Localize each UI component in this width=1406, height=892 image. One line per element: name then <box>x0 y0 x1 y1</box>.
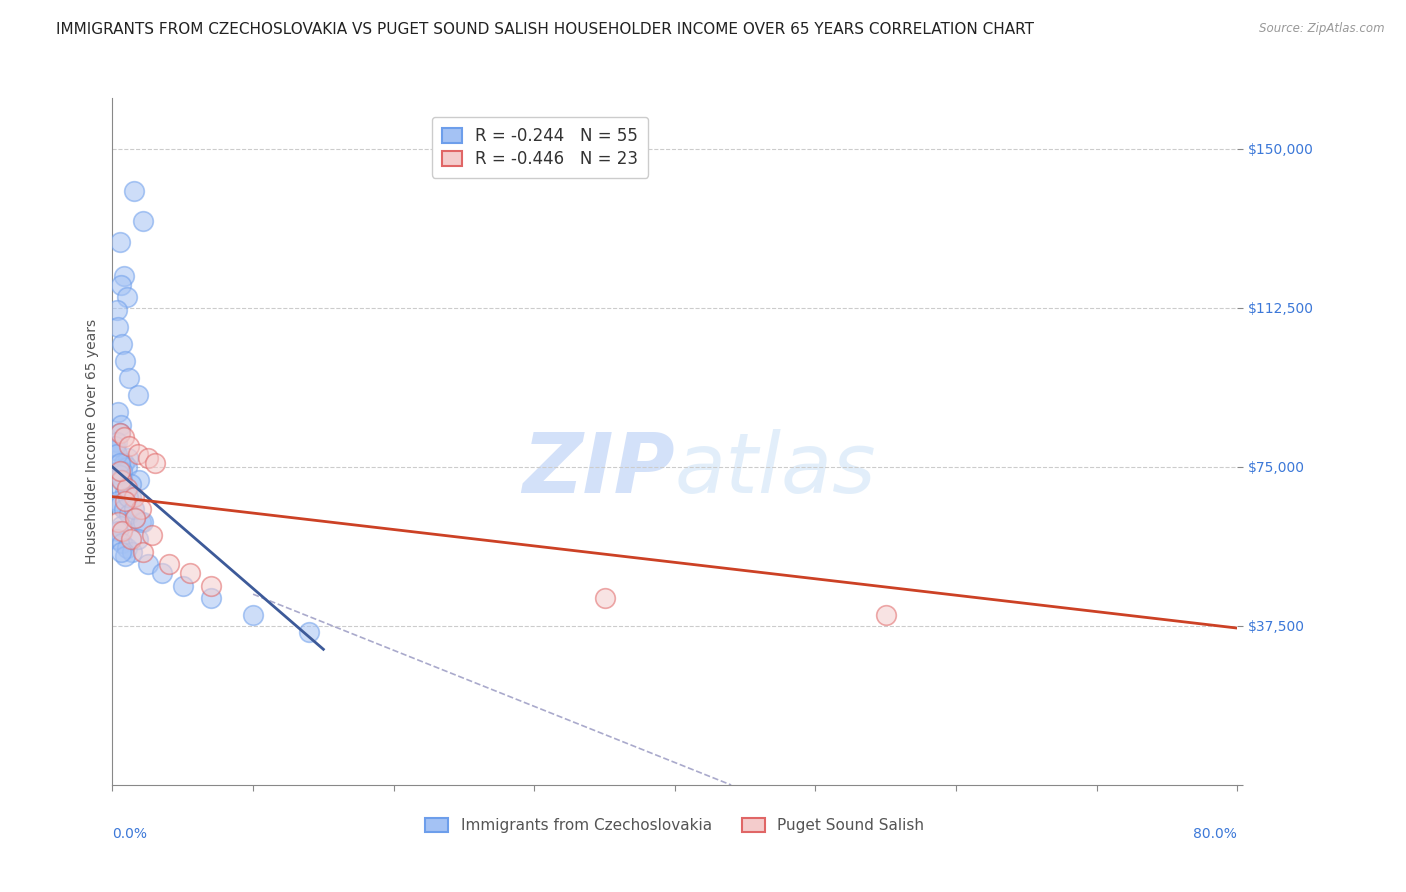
Point <box>179 566 201 580</box>
Point <box>157 558 180 572</box>
Point <box>200 579 222 593</box>
Point <box>108 235 131 250</box>
Point <box>111 337 134 351</box>
Point <box>111 524 134 538</box>
Point <box>127 447 149 461</box>
Point <box>115 481 138 495</box>
Point <box>105 303 128 318</box>
Point <box>111 464 134 478</box>
Point <box>124 511 146 525</box>
Point <box>172 579 194 593</box>
Point <box>114 494 136 508</box>
Point <box>112 269 135 284</box>
Point <box>107 515 129 529</box>
Point <box>127 388 149 402</box>
Point <box>120 532 142 546</box>
Point <box>112 456 135 470</box>
Point <box>132 214 155 228</box>
Point <box>108 456 131 470</box>
Point <box>110 417 132 432</box>
Point <box>121 545 143 559</box>
Text: atlas: atlas <box>675 428 876 509</box>
Point <box>127 532 149 546</box>
Point <box>105 532 128 546</box>
Point <box>108 498 131 512</box>
Point <box>110 519 132 533</box>
Point <box>118 507 141 521</box>
Point <box>122 490 145 504</box>
Point <box>108 425 131 440</box>
Text: ZIP: ZIP <box>522 428 675 509</box>
Point <box>136 558 159 572</box>
Point <box>122 502 145 516</box>
Point <box>118 371 141 385</box>
Point <box>110 481 132 495</box>
Point <box>105 434 128 449</box>
Point <box>115 290 138 304</box>
Point <box>110 473 132 487</box>
Point <box>132 545 155 559</box>
Y-axis label: Householder Income Over 65 years: Householder Income Over 65 years <box>84 319 98 564</box>
Text: IMMIGRANTS FROM CZECHOSLOVAKIA VS PUGET SOUND SALISH HOUSEHOLDER INCOME OVER 65 : IMMIGRANTS FROM CZECHOSLOVAKIA VS PUGET … <box>56 22 1035 37</box>
Text: Source: ZipAtlas.com: Source: ZipAtlas.com <box>1260 22 1385 36</box>
Point <box>875 608 897 623</box>
Point <box>200 591 222 606</box>
Point <box>112 502 135 516</box>
Point <box>108 425 131 440</box>
Point <box>107 405 129 419</box>
Point <box>108 468 131 483</box>
Point <box>242 608 264 623</box>
Point <box>122 185 145 199</box>
Point <box>117 451 139 466</box>
Point <box>107 524 129 538</box>
Point <box>141 528 163 542</box>
Point <box>124 511 146 525</box>
Point <box>128 473 150 487</box>
Point <box>115 541 138 555</box>
Point <box>111 473 134 487</box>
Legend: Immigrants from Czechoslovakia, Puget Sound Salish: Immigrants from Czechoslovakia, Puget So… <box>419 812 931 839</box>
Point <box>114 549 136 563</box>
Point <box>132 515 155 529</box>
Point <box>120 490 142 504</box>
Point <box>120 477 142 491</box>
Point <box>118 439 141 453</box>
Point <box>593 591 616 606</box>
Point <box>108 464 131 478</box>
Point <box>105 447 128 461</box>
Text: 0.0%: 0.0% <box>112 827 148 840</box>
Point <box>143 456 166 470</box>
Point <box>111 536 134 550</box>
Point <box>114 485 136 500</box>
Point <box>107 494 129 508</box>
Point <box>136 451 159 466</box>
Point <box>129 502 152 516</box>
Point <box>114 354 136 368</box>
Point <box>129 515 152 529</box>
Point <box>110 545 132 559</box>
Point <box>107 320 129 334</box>
Point <box>298 625 321 640</box>
Point <box>110 277 132 292</box>
Point <box>115 460 138 475</box>
Point <box>104 439 127 453</box>
Text: 80.0%: 80.0% <box>1194 827 1237 840</box>
Point <box>117 490 139 504</box>
Point <box>104 443 127 458</box>
Point <box>150 566 173 580</box>
Point <box>112 430 135 444</box>
